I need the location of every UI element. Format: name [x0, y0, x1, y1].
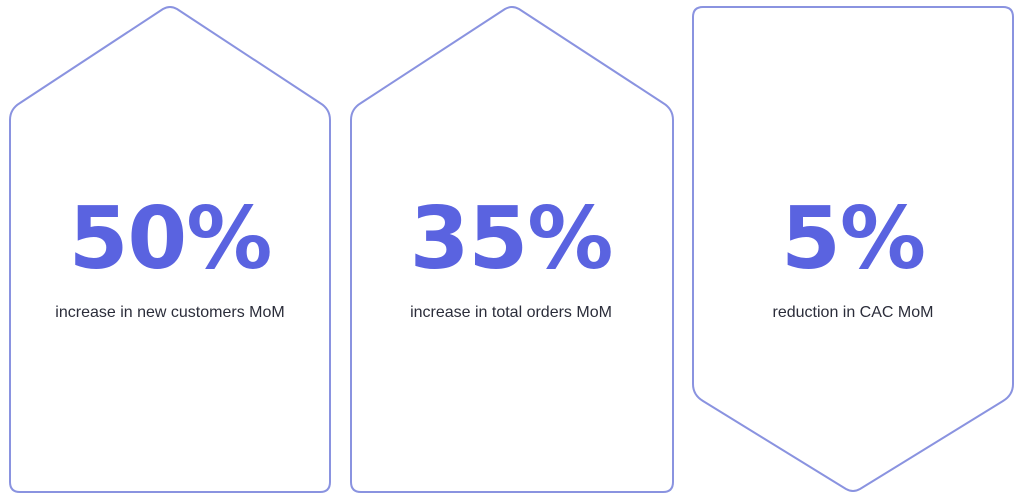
stat-value: 5%: [780, 189, 926, 289]
stat-block-total-orders: 35% increase in total orders MoM: [351, 196, 671, 322]
stat-value: 35%: [409, 189, 614, 289]
increase-arrow-card: [350, 6, 674, 493]
stat-label: increase in total orders MoM: [410, 304, 612, 321]
stat-label: increase in new customers MoM: [55, 304, 285, 321]
stat-label: reduction in CAC MoM: [772, 304, 934, 321]
reduction-arrow-card: [692, 6, 1014, 492]
stat-block-cac: 5% reduction in CAC MoM: [693, 196, 1013, 322]
increase-arrow-card: [9, 6, 331, 493]
stat-value: 50%: [68, 189, 273, 289]
stat-block-new-customers: 50% increase in new customers MoM: [10, 196, 330, 322]
